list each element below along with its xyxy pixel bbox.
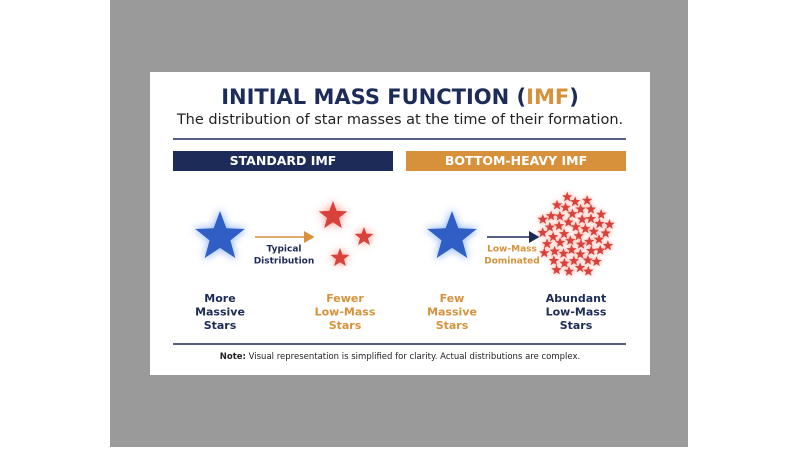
star bbox=[577, 213, 588, 224]
star bbox=[558, 228, 570, 239]
star bbox=[591, 256, 602, 267]
star bbox=[567, 208, 578, 219]
label: Massive bbox=[195, 306, 245, 319]
star bbox=[575, 248, 586, 259]
star bbox=[562, 191, 573, 202]
star bbox=[602, 240, 614, 251]
arrow-label: Distribution bbox=[254, 257, 315, 267]
title-suffix: ) bbox=[569, 85, 579, 109]
star bbox=[604, 219, 615, 229]
label: Stars bbox=[329, 319, 362, 332]
star bbox=[568, 255, 580, 266]
star bbox=[551, 264, 562, 275]
star bbox=[565, 235, 576, 246]
star bbox=[558, 248, 569, 259]
star bbox=[560, 202, 571, 212]
star bbox=[588, 226, 599, 236]
star bbox=[537, 214, 548, 224]
star bbox=[586, 245, 597, 256]
arrow-label: Dominated bbox=[484, 257, 539, 267]
label: Stars bbox=[204, 319, 237, 332]
label: Low-Mass bbox=[546, 306, 607, 319]
star bbox=[559, 257, 570, 268]
star bbox=[569, 196, 581, 207]
star bbox=[354, 227, 374, 246]
star bbox=[575, 203, 586, 214]
panel-heading: STANDARD IMF bbox=[230, 153, 337, 168]
note-text: Visual representation is simplified for … bbox=[249, 352, 581, 362]
star bbox=[582, 254, 594, 265]
star bbox=[563, 216, 574, 227]
label: Fewer bbox=[326, 292, 364, 305]
star bbox=[585, 203, 597, 214]
title: INITIAL MASS FUNCTION (IMF) bbox=[221, 85, 579, 109]
star bbox=[545, 210, 557, 221]
star bbox=[596, 209, 607, 219]
stars bbox=[192, 191, 616, 277]
star bbox=[573, 230, 584, 241]
note-label: Note: bbox=[220, 352, 246, 362]
label: More bbox=[204, 292, 235, 305]
panel-header bbox=[406, 151, 626, 171]
label: Abundant bbox=[546, 292, 606, 305]
star bbox=[594, 244, 606, 255]
labels: Typical Distribution Low-Mass Dominated More… bbox=[195, 245, 607, 333]
star bbox=[574, 262, 586, 273]
star bbox=[551, 199, 563, 210]
subtitle: The distribution of star masses at the t… bbox=[176, 112, 623, 128]
star bbox=[549, 245, 560, 256]
star bbox=[594, 218, 605, 229]
star bbox=[553, 220, 565, 231]
panel-header bbox=[173, 151, 393, 171]
star bbox=[580, 223, 591, 234]
star bbox=[537, 227, 548, 238]
star bbox=[547, 231, 559, 242]
panel-heading: BOTTOM-HEAVY IMF bbox=[445, 153, 587, 168]
star bbox=[583, 265, 594, 276]
star bbox=[570, 221, 581, 232]
label: Low-Mass bbox=[315, 306, 376, 319]
star bbox=[539, 247, 550, 258]
label: Stars bbox=[436, 319, 469, 332]
star bbox=[563, 265, 575, 276]
label: Massive bbox=[427, 306, 477, 319]
arrow-label: Low-Mass bbox=[487, 245, 537, 255]
label: Stars bbox=[560, 319, 593, 332]
star bbox=[548, 255, 560, 266]
star bbox=[566, 244, 577, 255]
star bbox=[195, 211, 245, 258]
star bbox=[330, 248, 350, 267]
star bbox=[600, 227, 611, 238]
star bbox=[584, 236, 595, 247]
note: Note: Visual representation is simplifie… bbox=[220, 352, 581, 362]
star bbox=[585, 213, 597, 224]
star bbox=[554, 237, 566, 248]
star bbox=[575, 238, 587, 249]
label: Few bbox=[440, 292, 465, 305]
star bbox=[593, 234, 605, 244]
star bbox=[541, 238, 553, 249]
title-highlight: IMF bbox=[526, 85, 569, 109]
star bbox=[544, 221, 556, 232]
star bbox=[554, 210, 566, 221]
star bbox=[318, 201, 348, 229]
arrow-label: Typical bbox=[267, 245, 302, 255]
star bbox=[581, 195, 593, 206]
title-prefix: INITIAL MASS FUNCTION ( bbox=[221, 85, 526, 109]
star bbox=[427, 211, 477, 258]
